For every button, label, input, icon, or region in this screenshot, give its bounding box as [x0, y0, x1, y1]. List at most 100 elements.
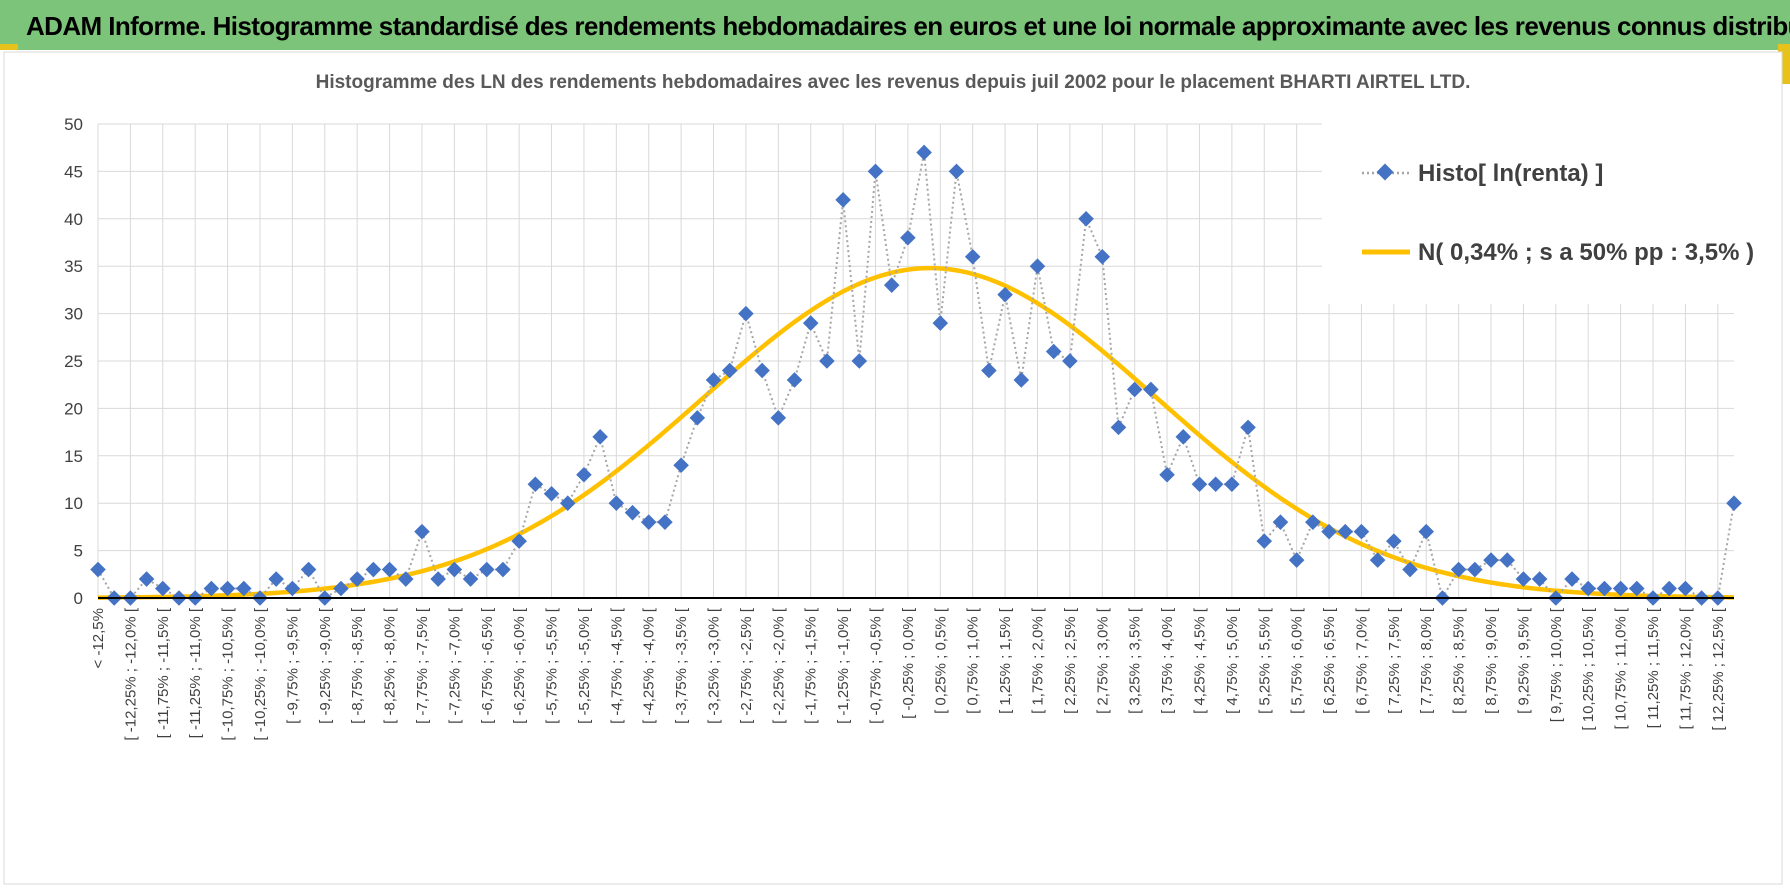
x-tick-label: [ 3,75% ; 4,0% [: [1159, 607, 1176, 714]
histogram-point: [1272, 514, 1289, 530]
histogram-point: [1677, 580, 1694, 597]
x-tick-label: [ 2,75% ; 3,0% [: [1094, 607, 1111, 714]
x-tick-label: [ 7,25% ; 7,5% [: [1386, 607, 1403, 714]
histogram-point: [219, 580, 236, 597]
x-tick-label: [ -12,25% ; -12,0% [: [122, 607, 139, 740]
chart-title: Histogramme des LN des rendements hebdom…: [316, 72, 1471, 93]
x-tick-label: [ 0,25% ; 0,5% [: [932, 607, 949, 714]
histogram-point: [1045, 343, 1062, 360]
y-tick-label: 40: [64, 210, 83, 229]
histogram-point: [1418, 523, 1435, 540]
x-tick-label: [ 0,75% ; 1,0% [: [965, 607, 982, 714]
histogram-point: [1126, 381, 1143, 398]
x-tick-label: [ 5,75% ; 6,0% [: [1289, 607, 1306, 714]
histogram-point: [1386, 533, 1402, 549]
histogram-point: [1191, 476, 1208, 493]
histogram-point: [1159, 466, 1175, 483]
histogram-chart: Histogramme des LN des rendements hebdom…: [3, 51, 1783, 885]
x-tick-label: [ -4,75% ; -4,5% [: [608, 607, 625, 724]
histogram-point: [1321, 523, 1337, 540]
x-tick-label: [ -10,25% ; -10,0% [: [252, 607, 269, 740]
y-axis-ticks: 0 5 10 15 20 25 30 35 40 45 50: [64, 115, 83, 608]
y-tick-label: 35: [64, 257, 83, 276]
x-tick-label: [ 4,75% ; 5,0% [: [1224, 607, 1241, 714]
histogram-point: [1207, 476, 1224, 493]
x-tick-label: [ 8,75% ; 9,0% [: [1483, 607, 1500, 714]
y-tick-label: 10: [64, 494, 83, 513]
histogram-point: [1580, 580, 1596, 597]
x-tick-label: [ 11,25% ; 11,5% [: [1645, 607, 1662, 728]
chart-legend: Histo[ ln(renta) ] N( 0,34% ; s a 50% pp…: [1322, 120, 1754, 304]
histogram-point: [1629, 580, 1645, 597]
x-tick-label: [ 6,75% ; 7,0% [: [1353, 607, 1370, 714]
histogram-point: [203, 580, 220, 597]
x-tick-label: [ 2,25% ; 2,5% [: [1062, 607, 1079, 714]
y-tick-label: 15: [64, 447, 83, 466]
y-tick-label: 20: [64, 399, 83, 418]
x-tick-label: [ -5,25% ; -5,0% [: [576, 607, 593, 724]
banner-accent-left: [0, 44, 18, 50]
histogram-point: [1094, 248, 1111, 265]
x-tick-label: [ 8,25% ; 8,5% [: [1451, 607, 1468, 714]
x-tick-label: [ -7,75% ; -7,5% [: [414, 607, 431, 724]
histogram-point: [1499, 552, 1516, 568]
y-tick-label: 45: [64, 162, 83, 181]
x-tick-label: [ 9,25% ; 9,5% [: [1515, 607, 1532, 714]
x-tick-label: [ -11,75% ; -11,5% [: [155, 607, 172, 738]
normal-curve-line: [97, 265, 1735, 600]
x-tick-label: [ -6,25% ; -6,0% [: [511, 607, 528, 724]
histogram-point: [1240, 419, 1256, 436]
x-tick-label: [ -3,25% ; -3,0% [: [706, 607, 723, 724]
x-tick-label: < -12,5%: [90, 608, 107, 668]
histogram-point: [1369, 552, 1386, 568]
x-tick-label: [ -9,25% ; -9,0% [: [317, 607, 334, 724]
histogram-point: [657, 514, 673, 530]
x-tick-label: [ -2,25% ; -2,0% [: [770, 607, 787, 724]
legend-normal-label: N( 0,34% ; s a 50% pp : 3,5% ): [1418, 239, 1754, 266]
histogram-point: [1110, 419, 1127, 436]
histogram-point: [1062, 353, 1078, 369]
x-tick-label: [ 6,25% ; 6,5% [: [1321, 607, 1338, 714]
y-tick-label: 30: [64, 305, 83, 324]
report-title: ADAM Informe. Histogramme standardisé de…: [26, 11, 1790, 41]
histogram-point: [1288, 552, 1305, 568]
histogram-point: [1564, 571, 1580, 587]
x-tick-label: [ 4,25% ; 4,5% [: [1191, 607, 1208, 714]
y-tick-label: 25: [64, 352, 83, 371]
histogram-point: [1726, 495, 1742, 511]
histogram-point: [1661, 580, 1677, 597]
histogram-point: [640, 514, 657, 530]
y-tick-label: 0: [74, 589, 83, 608]
histogram-point: [155, 580, 171, 597]
histogram-point: [1256, 533, 1273, 549]
x-tick-label: [ -11,25% ; -11,0% [: [187, 607, 204, 738]
legend-histo-label: Histo[ ln(renta) ]: [1418, 160, 1603, 187]
histogram-point: [997, 286, 1013, 303]
x-tick-label: [ 5,25% ; 5,5% [: [1256, 607, 1273, 714]
x-tick-label: [ -1,25% ; -1,0% [: [835, 607, 852, 724]
y-tick-label: 50: [64, 115, 83, 134]
x-tick-label: [ 1,75% ; 2,0% [: [1029, 607, 1046, 714]
report-banner: ADAM Informe. Histogramme standardisé de…: [0, 0, 1790, 50]
histogram-point: [1531, 571, 1548, 587]
histogram-point: [1612, 580, 1629, 597]
x-tick-label: [ -8,25% ; -8,0% [: [382, 607, 399, 724]
x-tick-label: [ -0,75% ; -0,5% [: [868, 607, 885, 724]
x-axis-ticks: < -12,5% [ -12,25% ; -12,0% [ [ -11,75% ; …: [90, 607, 1727, 740]
x-tick-label: [ -1,75% ; -1,5% [: [803, 607, 820, 724]
x-tick-label: [ -4,25% ; -4,0% [: [641, 607, 658, 724]
histogram-point: [1078, 211, 1094, 227]
x-tick-label: [ -5,75% ; -5,5% [: [544, 607, 561, 724]
x-tick-label: [ -3,75% ; -3,5% [: [673, 607, 690, 724]
histogram-point: [236, 580, 252, 597]
y-tick-label: 5: [74, 542, 83, 561]
x-tick-label: [ -10,75% ; -10,5% [: [220, 607, 237, 740]
x-tick-label: [ -7,25% ; -7,0% [: [446, 607, 463, 724]
histogram-point: [1029, 258, 1046, 274]
histogram-point: [1143, 381, 1159, 398]
histogram-point: [1483, 552, 1499, 568]
legend-background: [1322, 120, 1734, 304]
x-tick-label: [ 7,75% ; 8,0% [: [1418, 607, 1435, 714]
x-tick-label: [ 9,75% ; 10,0% [: [1548, 607, 1565, 722]
